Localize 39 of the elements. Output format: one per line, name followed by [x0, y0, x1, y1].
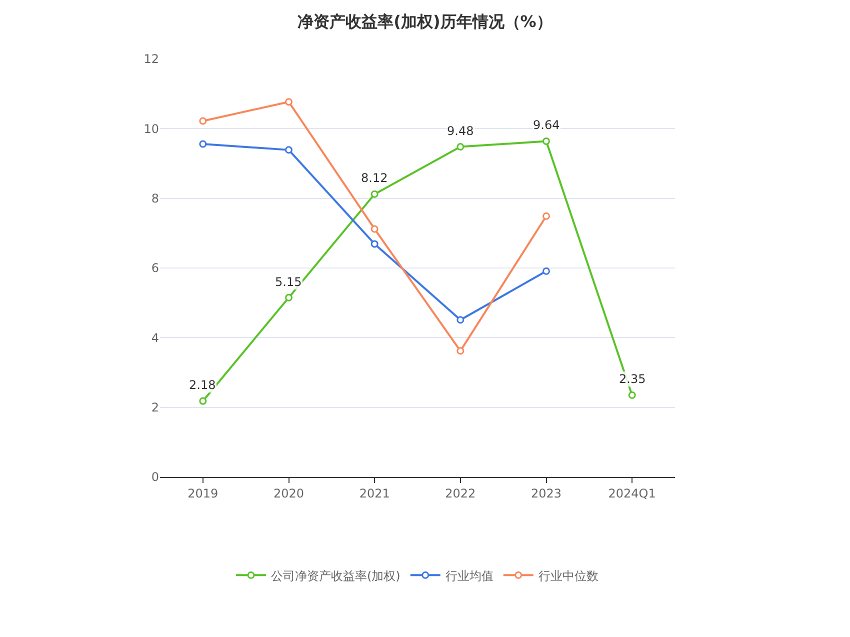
point [456, 143, 464, 151]
point [370, 225, 378, 233]
data-label: 2.18 [189, 378, 216, 392]
y-tick-label: 0 [151, 470, 159, 484]
point [542, 212, 550, 220]
point [199, 397, 207, 405]
data-label: 9.64 [533, 118, 560, 132]
point [285, 294, 292, 302]
legend-label: 公司净资产收益率(加权) [271, 568, 400, 583]
data-label: 2.35 [619, 372, 646, 386]
y-tick-label: 10 [144, 122, 159, 136]
point [285, 146, 292, 154]
y-tick-label: 6 [151, 261, 159, 276]
point [370, 240, 378, 248]
point [542, 267, 550, 275]
x-tick-label: 2024Q1 [608, 486, 656, 500]
data-label: 5.15 [275, 275, 302, 289]
point [199, 117, 207, 125]
data-label: 8.12 [361, 171, 388, 185]
y-tick-label: 12 [144, 52, 159, 66]
point [456, 347, 464, 355]
x-tick-label: 2019 [188, 486, 218, 500]
point [199, 140, 207, 148]
y-tick-label: 2 [151, 400, 159, 415]
y-tick-label: 8 [151, 192, 159, 206]
point [542, 137, 550, 145]
point [628, 391, 636, 399]
y-tick-label: 4 [151, 330, 159, 345]
chart-title: 净资产收益率(加权)历年情况（%） [298, 12, 552, 32]
data-label: 9.48 [447, 124, 474, 138]
point [370, 190, 378, 198]
x-tick-label: 2021 [359, 486, 390, 500]
point [456, 316, 464, 324]
point [285, 98, 292, 106]
x-tick-label: 2023 [530, 486, 562, 500]
legend-label: 行业均值 [445, 568, 494, 583]
x-tick-label: 2020 [273, 486, 304, 500]
x-tick-label: 2022 [445, 486, 476, 500]
legend-label: 行业中位数 [538, 568, 598, 583]
